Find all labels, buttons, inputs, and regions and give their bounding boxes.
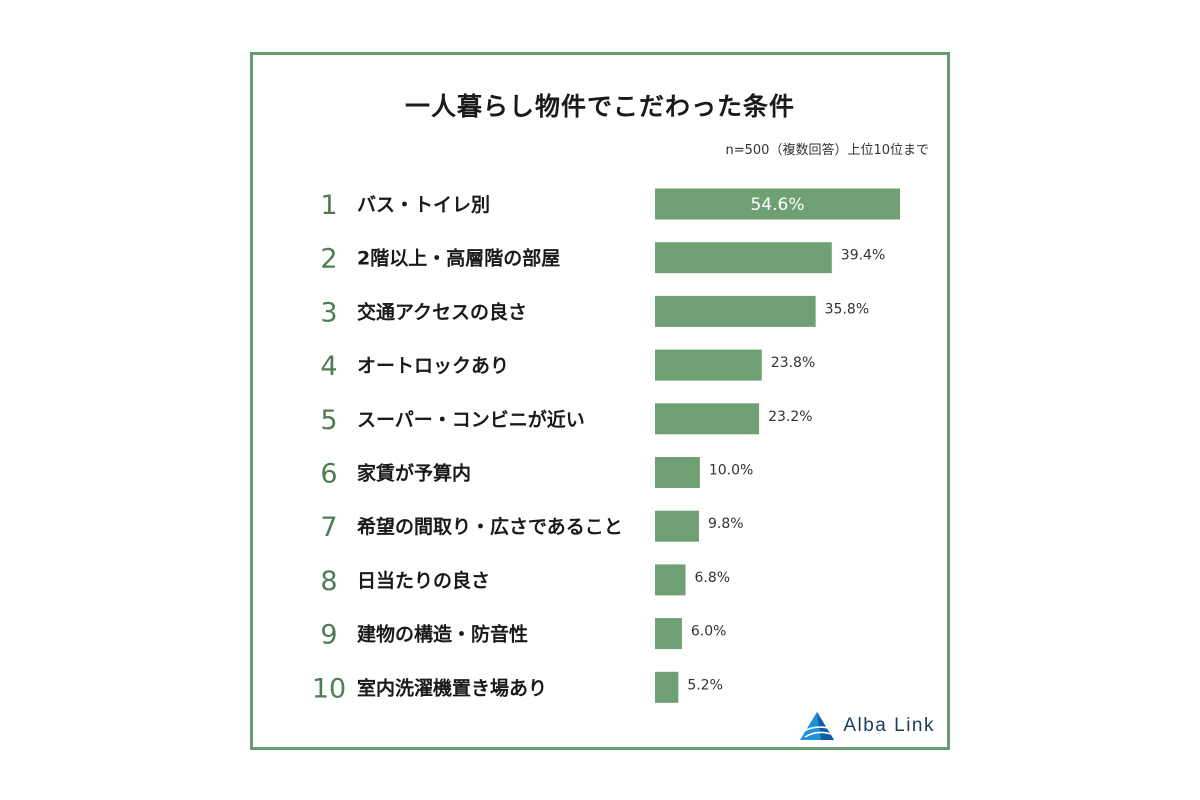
- sample-note: n=500（複数回答）上位10位まで: [725, 143, 930, 158]
- alba-link-logo-icon: [800, 712, 835, 740]
- category-label: オートロックあり: [357, 355, 509, 377]
- value-label: 6.8%: [695, 570, 731, 586]
- value-label: 35.8%: [825, 301, 869, 317]
- rank-number: 2: [320, 244, 337, 275]
- category-label: 建物の構造・防音性: [357, 623, 528, 646]
- bar: [655, 295, 816, 327]
- category-label: 日当たりの良さ: [357, 569, 490, 592]
- value-label: 10.0%: [709, 463, 753, 479]
- rank-number: 9: [320, 620, 337, 651]
- value-label: 5.2%: [687, 677, 723, 693]
- category-label: 交通アクセスの良さ: [357, 300, 527, 323]
- value-label: 6.0%: [691, 624, 727, 640]
- bar: [655, 349, 762, 381]
- bar: [655, 510, 699, 542]
- chart-title: 一人暮らし物件でこだわった条件: [404, 92, 795, 121]
- bar: [655, 457, 700, 488]
- rank-number: 6: [320, 459, 337, 490]
- category-label: 家賃が予算内: [357, 462, 471, 485]
- rank-number: 5: [320, 405, 337, 436]
- value-label: 39.4%: [841, 248, 885, 264]
- bar: [655, 403, 760, 435]
- category-label: バス・トイレ別: [357, 194, 490, 216]
- brand-logo: Alba Link: [799, 711, 935, 741]
- category-label: 希望の間取り・広さであること: [357, 515, 623, 538]
- bar-chart: 1 バス・トイレ別 54.6% 2 2階以上・高層階の部屋 39.4% 3 交通アクセスの良さ…: [312, 188, 900, 704]
- bar: [655, 671, 679, 703]
- value-label: 23.8%: [771, 355, 815, 371]
- rank-number: 3: [320, 297, 337, 328]
- value-label: 9.8%: [708, 516, 744, 532]
- bar: [655, 188, 900, 220]
- value-label: 54.6%: [750, 195, 804, 215]
- rank-number: 7: [320, 512, 337, 543]
- rank-number: 8: [320, 566, 337, 597]
- rank-number: 10: [312, 673, 346, 704]
- rank-number: 4: [320, 351, 337, 382]
- category-label: スーパー・コンビニが近い: [357, 408, 585, 431]
- value-label: 23.2%: [768, 409, 812, 425]
- bar: [655, 618, 682, 650]
- bar: [655, 242, 832, 274]
- chart-frame: 一人暮らし物件でこだわった条件 n=500（複数回答）上位10位まで 1 バス・ト…: [250, 52, 950, 750]
- category-label: 2階以上・高層階の部屋: [357, 247, 560, 270]
- brand-name: Alba Link: [843, 715, 935, 736]
- bar: [655, 564, 686, 596]
- rank-number: 1: [320, 190, 337, 221]
- category-label: 室内洗濯機置き場あり: [357, 676, 547, 699]
